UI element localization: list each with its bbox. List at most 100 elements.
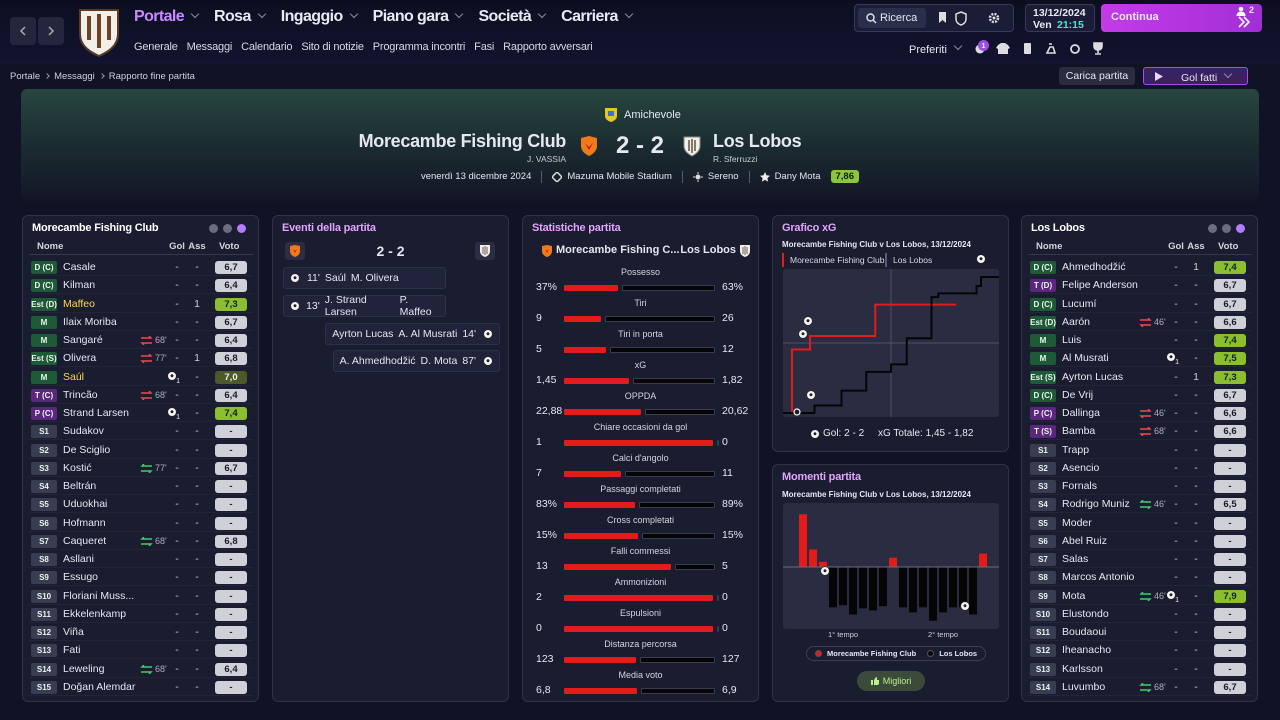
player-row[interactable]: S4 Beltrán - - - [29, 478, 253, 495]
player-row[interactable]: S15 Doğan Alemdar - - - [29, 679, 253, 696]
player-row[interactable]: S14 Leweling 68' - -6,4 [29, 661, 253, 678]
player-of-match[interactable]: Dany Mota [774, 171, 821, 182]
player-name[interactable]: Trincão [63, 388, 98, 401]
player-name[interactable]: Dallinga [1062, 407, 1100, 419]
player-row[interactable]: S8 Marcos Antonio - - - [1028, 569, 1252, 587]
view-toggle[interactable] [237, 224, 246, 233]
player-name[interactable]: Sudakov [63, 425, 104, 438]
player-name[interactable]: Moder [1062, 516, 1092, 529]
sub-menu-item[interactable]: Rapporto avversari [503, 41, 593, 53]
breadcrumb-item[interactable]: Messaggi [54, 71, 95, 82]
player-row[interactable]: P (C) Strand Larsen 1 - 7,4 [29, 405, 253, 422]
player-row[interactable]: Est (S) Ayrton Lucas - 1 7,3 [1028, 369, 1252, 386]
player-row[interactable]: S5 Uduokhai - - - [29, 496, 253, 514]
player-name[interactable]: Luis [1062, 334, 1082, 346]
player-row[interactable]: D (C) De Vrij - - 6,7 [1028, 387, 1252, 404]
goal-event[interactable]: Ayrton Lucas A. Al Musrati 14' [325, 323, 500, 345]
sub-menu-item[interactable]: Messaggi [186, 41, 233, 53]
favorites[interactable]: Preferiti [909, 43, 961, 56]
toolbar-icons[interactable] [936, 10, 1008, 26]
player-name[interactable]: Iheanacho [1062, 644, 1112, 657]
player-name[interactable]: Doğan Alemdar [63, 680, 136, 693]
player-row[interactable]: M Al Musrati 1 - 7,5 [1028, 350, 1252, 368]
player-name[interactable]: Saúl [63, 370, 85, 383]
player-row[interactable]: S14 Luvumbo 68' - -6,7 [1028, 679, 1252, 696]
view-toggle[interactable] [1236, 224, 1245, 233]
player-name[interactable]: Lucumí [1062, 297, 1097, 310]
player-name[interactable]: Viña [63, 626, 84, 638]
player-row[interactable]: S13 Karlsson - - - [1028, 661, 1252, 678]
sub-menu-item[interactable]: Sito di notizie [301, 41, 364, 53]
goal-event[interactable]: A. Ahmedhodžić D. Mota 87' [332, 350, 500, 372]
main-menu-item[interactable]: Piano gara [373, 8, 463, 26]
player-row[interactable]: D (C) Casale - - 6,7 [29, 259, 253, 276]
view-toggle[interactable] [223, 224, 232, 233]
player-row[interactable]: S6 Abel Ruiz - - - [1028, 533, 1252, 550]
player-name[interactable]: Ilaix Moriba [63, 315, 117, 328]
player-row[interactable]: S1 Sudakov - - - [29, 423, 253, 441]
player-name[interactable]: Marcos Antonio [1062, 571, 1135, 584]
player-name[interactable]: Aarón [1062, 315, 1091, 328]
view-toggle[interactable] [1208, 224, 1217, 233]
legend-label[interactable]: Morecambe Fishing Club [827, 649, 917, 658]
player-row[interactable]: S5 Moder - - - [1028, 515, 1252, 532]
sub-menu-item[interactable]: Programma incontri [372, 41, 466, 53]
player-name[interactable]: Kilman [63, 279, 96, 292]
goal-event[interactable]: 13' J. Strand Larsen P. Maffeo [283, 294, 446, 318]
player-name[interactable]: Sangaré [63, 334, 103, 346]
load-match-button[interactable]: Carica partita [1059, 67, 1135, 85]
player-row[interactable]: S7 Caqueret 68' - -6,8 [29, 533, 253, 550]
legend-item[interactable]: Morecambe Fishing Club [782, 253, 890, 267]
player-row[interactable]: S2 De Sciglio - - - [29, 442, 253, 459]
player-name[interactable]: Maffeo [63, 297, 95, 310]
date-box[interactable]: 13/12/2024 Ven 21:15 [1025, 4, 1095, 32]
player-row[interactable]: T (C) Trincão 68' - -6,4 [29, 387, 253, 404]
player-row[interactable]: S9 Mota 46' 1 - 7,9 [1028, 588, 1252, 605]
player-row[interactable]: Est (D) Aarón 46' - -6,6 [1028, 314, 1252, 331]
main-menu-item[interactable]: Carriera [561, 8, 632, 26]
forward-button[interactable] [38, 17, 64, 45]
player-name[interactable]: Casale [63, 261, 96, 273]
back-button[interactable] [10, 17, 36, 45]
legend-label[interactable]: Los Lobos [939, 649, 978, 658]
player-row[interactable]: S8 Asllani - - - [29, 551, 253, 568]
player-name[interactable]: Felipe Anderson [1062, 279, 1138, 292]
player-name[interactable]: Beltrán [63, 480, 97, 492]
breadcrumb-item[interactable]: Rapporto fine partita [108, 71, 195, 82]
player-row[interactable]: S12 Iheanacho - - - [1028, 642, 1252, 660]
player-name[interactable]: Abel Ruiz [1062, 534, 1107, 547]
player-row[interactable]: D (C) Lucumí - - 6,7 [1028, 296, 1252, 313]
player-row[interactable]: S1 Trapp - - - [1028, 442, 1252, 459]
search-button[interactable]: Ricerca [858, 8, 926, 28]
player-name[interactable]: Karlsson [1062, 662, 1103, 675]
main-menu-item[interactable]: Società [478, 8, 545, 26]
main-menu-item[interactable]: Rosa [214, 8, 265, 26]
player-name[interactable]: Kostić [63, 461, 92, 474]
favorite-icons[interactable] [972, 38, 1112, 58]
player-name[interactable]: Hofmann [63, 516, 106, 529]
player-row[interactable]: S3 Fornals - - - [1028, 478, 1252, 495]
away-team-name[interactable]: Los Lobos [713, 131, 802, 151]
player-name[interactable]: Essugo [63, 571, 99, 584]
home-team-name[interactable]: Morecambe Fishing Club [358, 131, 567, 151]
player-name[interactable]: Asencio [1062, 461, 1100, 474]
player-name[interactable]: Uduokhai [63, 498, 108, 511]
breadcrumb-item[interactable]: Portale [10, 71, 41, 82]
player-row[interactable]: S10 Floriani Muss... - - - [29, 588, 253, 605]
view-toggle[interactable] [209, 224, 218, 233]
player-row[interactable]: S2 Asencio - - - [1028, 460, 1252, 477]
player-name[interactable]: Ekkelenkamp [63, 607, 127, 620]
player-row[interactable]: S6 Hofmann - - - [29, 515, 253, 532]
sub-menu-item[interactable]: Generale [134, 41, 178, 53]
player-row[interactable]: M Luis - - 7,4 [1028, 332, 1252, 349]
player-name[interactable]: Mota [1062, 589, 1086, 602]
player-name[interactable]: Ayrton Lucas [1062, 370, 1124, 383]
player-row[interactable]: Est (D) Maffeo - 1 7,3 [29, 296, 253, 313]
player-name[interactable]: Rodrigo Muniz [1062, 498, 1130, 511]
player-name[interactable]: Ahmedhodžić [1062, 261, 1126, 273]
player-name[interactable]: Olivera [63, 352, 97, 365]
player-row[interactable]: M Ilaix Moriba - - 6,7 [29, 314, 253, 331]
player-row[interactable]: D (C) Kilman - - 6,4 [29, 277, 253, 295]
player-name[interactable]: Strand Larsen [63, 407, 129, 419]
player-row[interactable]: S11 Boudaoui - - - [1028, 624, 1252, 641]
